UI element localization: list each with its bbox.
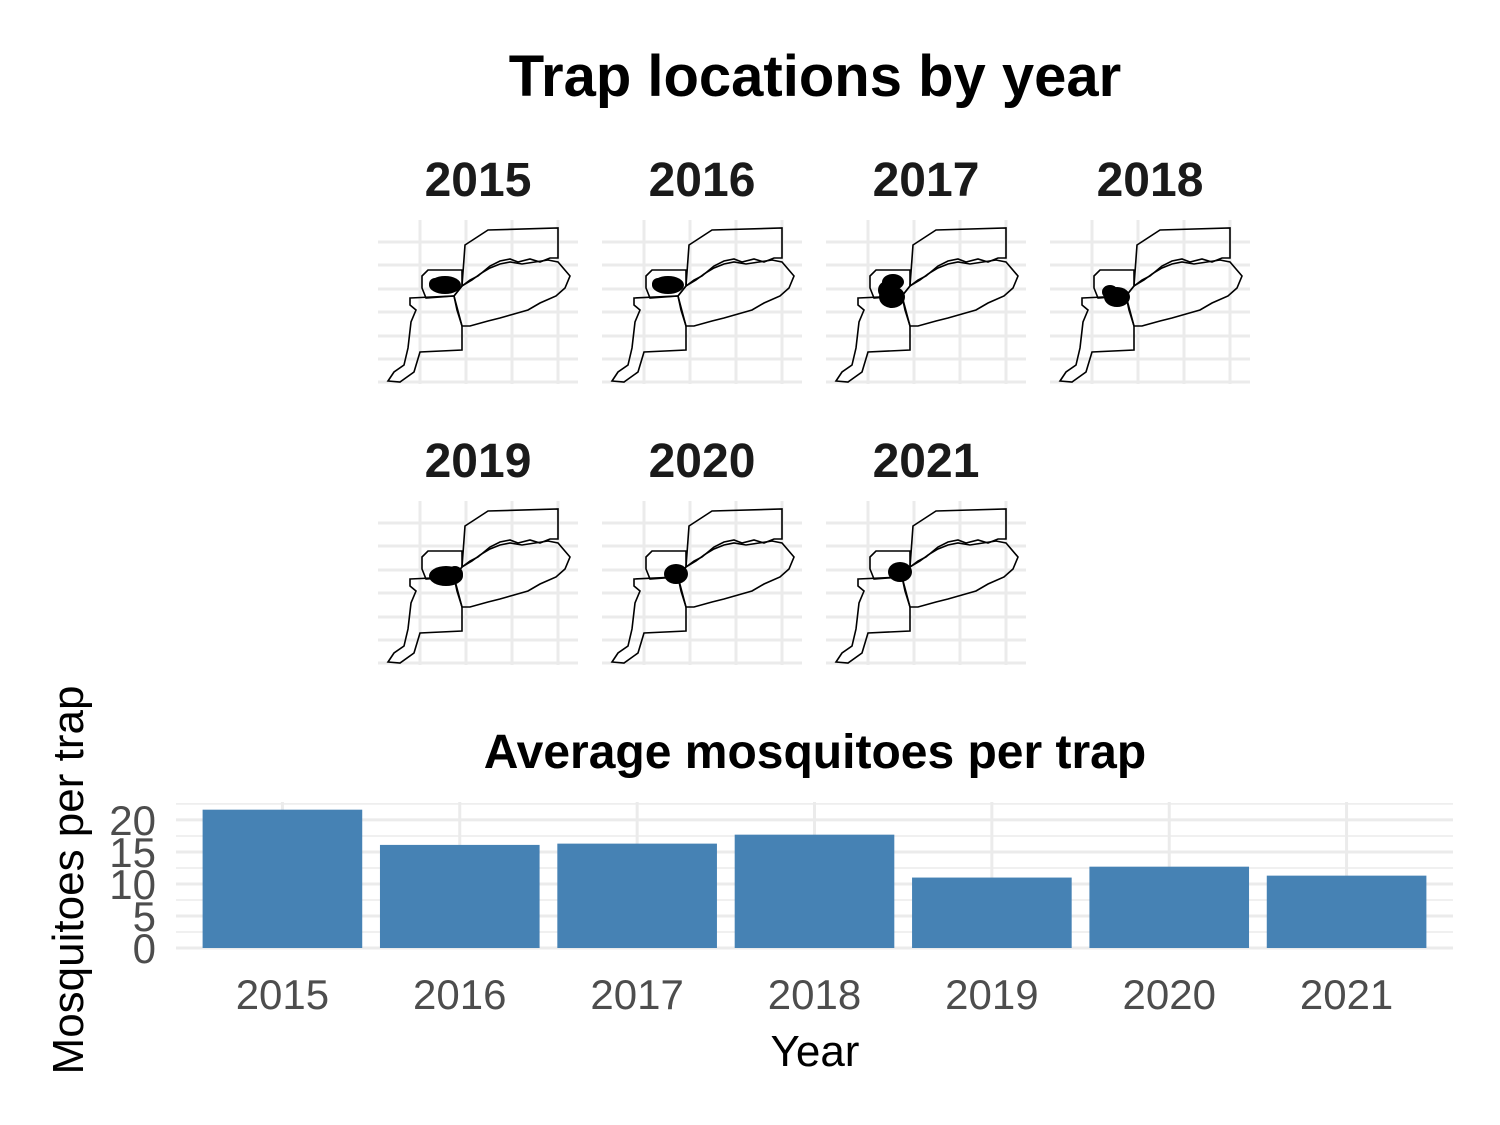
map-panel-label: 2018 <box>1097 154 1204 207</box>
map-panel-label: 2016 <box>649 154 756 207</box>
map-region <box>610 295 687 383</box>
map-region <box>386 576 463 664</box>
bar-2018 <box>734 834 895 948</box>
map-grid <box>378 501 578 665</box>
x-axis-ticks: 2015 2016 2017 2018 2019 2020 2021 <box>236 971 1394 1018</box>
map-outline <box>1058 227 1243 383</box>
map-region <box>386 295 463 383</box>
map-region <box>1093 269 1135 299</box>
map-region <box>645 269 687 299</box>
map-region <box>834 576 911 664</box>
trap-points <box>664 564 688 584</box>
map-panel-2020: 2020 <box>602 435 802 665</box>
x-tick-label: 2020 <box>1123 971 1216 1018</box>
map-grid <box>602 501 802 665</box>
bar-2019 <box>912 877 1072 948</box>
trap-cluster <box>1102 285 1118 299</box>
trap-cluster <box>878 281 896 299</box>
bar-2016 <box>379 844 540 948</box>
x-tick-label: 2021 <box>1300 971 1393 1018</box>
map-outline <box>834 227 1019 383</box>
map-region <box>610 576 687 664</box>
bar-2015 <box>202 809 363 948</box>
map-grid <box>378 220 578 384</box>
map-panel-label: 2019 <box>425 435 532 488</box>
trap-points <box>888 562 912 582</box>
map-region <box>901 540 1019 608</box>
y-tick-label: 20 <box>109 797 156 844</box>
y-tick-label: 5 <box>133 893 156 940</box>
x-tick-label: 2018 <box>768 971 861 1018</box>
trap-cluster <box>430 569 444 583</box>
map-panel-2015: 2015 <box>378 154 578 384</box>
x-tick-label: 2017 <box>590 971 683 1018</box>
bar-2017 <box>557 843 717 948</box>
x-axis-label: Year <box>771 1027 860 1076</box>
y-tick-label: 10 <box>109 861 156 908</box>
map-outline <box>386 227 571 383</box>
x-tick-label: 2015 <box>236 971 329 1018</box>
map-panel-2019: 2019 <box>378 435 578 665</box>
map-region <box>677 259 795 327</box>
map-region <box>901 259 1019 327</box>
maps-title: Trap locations by year <box>509 44 1121 109</box>
bar-chart-title: Average mosquitoes per trap <box>484 726 1146 779</box>
y-tick-label: 15 <box>109 829 156 876</box>
bar-2020 <box>1089 866 1250 948</box>
map-panel-label: 2020 <box>649 435 756 488</box>
trap-points <box>1102 285 1130 307</box>
map-region <box>1125 259 1243 327</box>
map-panel-label: 2017 <box>873 154 980 207</box>
y-axis-label: Mosquitoes per trap <box>44 686 93 1075</box>
trap-cluster <box>888 562 912 582</box>
trap-points <box>429 276 461 294</box>
map-grid <box>826 501 1026 665</box>
trap-cluster <box>652 278 664 290</box>
map-panel-label: 2015 <box>425 154 532 207</box>
y-tick-label: 0 <box>133 925 156 972</box>
bar-chart-bars <box>202 809 1427 948</box>
x-tick-label: 2019 <box>945 971 1038 1018</box>
trap-points <box>652 276 684 294</box>
map-region <box>453 540 571 608</box>
map-grid <box>826 220 1026 384</box>
map-region <box>834 295 911 383</box>
trap-cluster <box>664 564 688 584</box>
trap-points <box>878 274 905 308</box>
bar-2021 <box>1266 875 1427 948</box>
map-region <box>421 269 463 299</box>
map-region <box>1058 295 1135 383</box>
map-panel-2018: 2018 <box>1050 154 1250 384</box>
trap-cluster <box>429 278 441 290</box>
map-region <box>453 259 571 327</box>
map-grid <box>1050 220 1250 384</box>
trap-cluster <box>447 566 463 582</box>
trap-points <box>429 566 463 586</box>
map-panel-label: 2021 <box>873 435 980 488</box>
x-tick-label: 2016 <box>413 971 506 1018</box>
map-region <box>869 269 911 299</box>
map-panels: 2015 2016 2017 2018 2019 2020 2021 <box>378 154 1250 665</box>
map-panel-2016: 2016 <box>602 154 802 384</box>
map-panel-2017: 2017 <box>826 154 1026 384</box>
map-outline <box>610 227 795 383</box>
map-panel-2021: 2021 <box>826 435 1026 665</box>
map-region <box>677 540 795 608</box>
map-grid <box>602 220 802 384</box>
